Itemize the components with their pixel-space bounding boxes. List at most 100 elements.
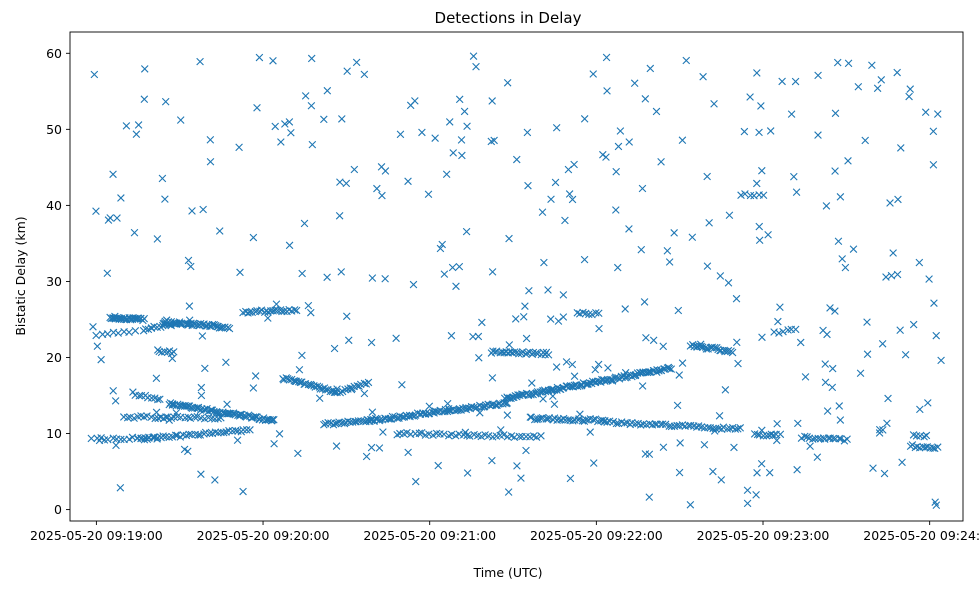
detection-point: [499, 431, 508, 439]
detection-point: [273, 306, 282, 315]
detection-point: [791, 325, 800, 334]
detection-point: [614, 142, 623, 151]
detection-point: [109, 387, 118, 395]
detection-point: [550, 400, 559, 409]
detection-point: [849, 245, 858, 253]
detection-point: [620, 419, 629, 428]
detection-point: [323, 273, 331, 282]
detection-point: [821, 360, 830, 368]
detection-point: [294, 449, 302, 458]
detection-point: [447, 430, 456, 439]
detection-point: [752, 179, 761, 188]
detection-point: [559, 291, 568, 299]
detection-point: [477, 432, 486, 441]
detection-point: [571, 416, 579, 424]
detection-point: [670, 229, 678, 237]
detection-point: [93, 342, 102, 350]
detection-point: [223, 400, 231, 409]
detection-point: [458, 151, 466, 160]
detection-point: [715, 411, 724, 420]
detection-point: [823, 330, 831, 339]
detection-point: [440, 430, 448, 439]
detection-point: [367, 416, 376, 425]
detection-point: [856, 369, 865, 378]
detection-point: [411, 477, 420, 486]
detection-point: [140, 314, 148, 323]
detection-point: [833, 58, 842, 67]
detection-point: [831, 307, 839, 315]
detection-point: [122, 122, 131, 130]
detection-point: [710, 427, 719, 435]
detection-point: [153, 323, 161, 332]
detection-point: [561, 216, 569, 225]
detection-point: [221, 323, 229, 331]
detection-point: [603, 87, 611, 95]
detection-point: [705, 219, 713, 227]
detection-point: [835, 402, 844, 410]
detection-point: [152, 408, 161, 417]
detection-point: [188, 207, 196, 215]
detection-point: [828, 383, 837, 392]
detection-point: [730, 443, 738, 452]
detection-point: [616, 127, 625, 135]
detection-point: [525, 286, 533, 295]
detection-point: [511, 315, 520, 323]
detection-point: [89, 322, 97, 331]
detection-point: [131, 327, 140, 335]
detection-point: [198, 332, 207, 340]
detection-point: [211, 415, 219, 423]
detection-point: [746, 93, 754, 101]
detection-point: [196, 319, 205, 328]
detection-point: [134, 121, 143, 129]
detection-point: [392, 334, 400, 343]
detection-point: [779, 327, 787, 336]
detection-point: [308, 140, 317, 149]
detection-point: [396, 130, 405, 139]
detection-point: [925, 275, 933, 283]
detection-point: [185, 430, 193, 439]
y-tick-label: 60: [46, 46, 62, 61]
detection-point: [335, 211, 344, 220]
detection-point: [169, 348, 178, 356]
detection-point: [678, 359, 687, 367]
detection-point: [930, 299, 938, 307]
detection-point: [513, 462, 521, 470]
detection-point: [757, 459, 766, 468]
detection-point: [765, 468, 774, 477]
y-axis-label: Bistatic Delay (km): [13, 216, 28, 335]
detection-point: [886, 199, 894, 207]
detection-point: [878, 340, 887, 348]
detection-point: [740, 127, 749, 136]
detection-point: [880, 469, 889, 478]
detection-point: [342, 312, 351, 321]
detection-point: [112, 441, 120, 450]
detection-point: [109, 170, 117, 179]
detection-point: [641, 450, 650, 458]
detection-point: [360, 70, 369, 79]
detection-point: [639, 420, 647, 428]
detection-point: [227, 409, 235, 418]
detection-point: [774, 317, 782, 326]
detection-point: [280, 307, 288, 316]
detection-point: [821, 378, 830, 387]
detection-point: [185, 316, 194, 324]
detection-point: [776, 430, 785, 439]
detection-point: [599, 150, 607, 159]
detection-point: [736, 424, 745, 432]
detection-point: [630, 371, 638, 380]
detection-point: [743, 499, 752, 508]
detection-point: [368, 274, 377, 282]
detection-point: [661, 420, 670, 429]
detection-point: [352, 58, 361, 67]
detection-point: [844, 59, 853, 68]
detection-point: [652, 107, 661, 116]
detection-point: [721, 386, 730, 394]
x-tick-label: 2025-05-20 09:23:00: [697, 528, 830, 543]
detection-point: [854, 82, 863, 91]
detection-point: [455, 95, 464, 104]
detection-point: [869, 464, 877, 472]
detection-point: [893, 68, 901, 77]
detection-point: [462, 227, 471, 236]
detection-point: [255, 53, 264, 62]
detection-point: [741, 190, 749, 198]
